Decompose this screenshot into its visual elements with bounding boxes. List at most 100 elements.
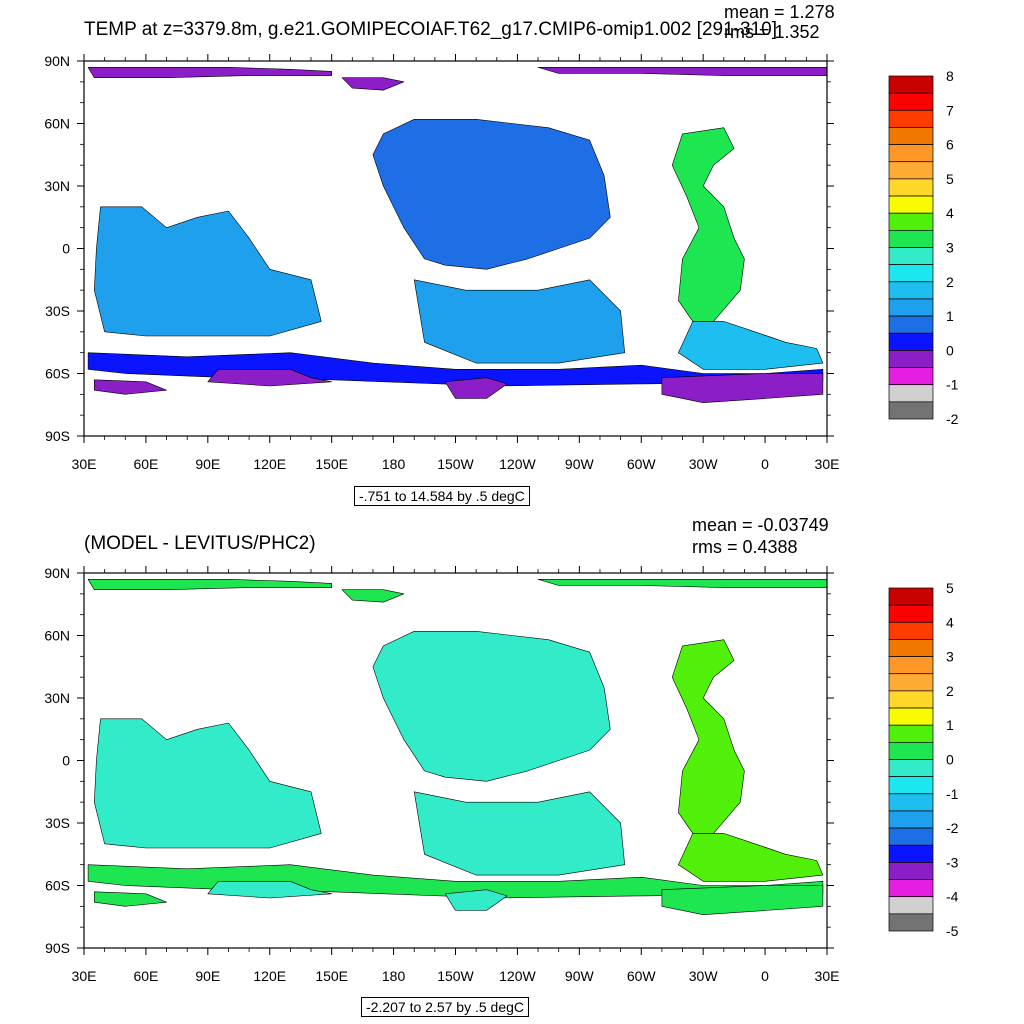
colorbar-label: 6 xyxy=(946,137,954,153)
colorbar-cell xyxy=(888,109,934,128)
colorbar-cell xyxy=(888,384,934,403)
x-tick-label: 30E xyxy=(72,456,97,472)
colorbar-label: 2 xyxy=(946,274,954,290)
colorbar-label: 1 xyxy=(946,717,954,733)
y-tick-label: 60S xyxy=(45,878,70,894)
colorbar-label: 2 xyxy=(946,683,954,699)
region-arctic-top xyxy=(537,67,828,76)
colorbar-label: -1 xyxy=(946,377,959,393)
colorbar-label: -1 xyxy=(946,786,959,802)
region-weddell-sea xyxy=(94,379,167,395)
colorbar-cell xyxy=(888,350,934,368)
colorbar-cell xyxy=(888,587,934,606)
colorbar-label: 5 xyxy=(946,580,954,596)
y-tick-label: 30N xyxy=(44,690,70,706)
region-ross-sea xyxy=(444,377,508,399)
region-north-pacific xyxy=(372,631,611,782)
colorbar-label: 0 xyxy=(946,342,954,358)
colorbar-label: 7 xyxy=(946,102,954,118)
colorbar-cell xyxy=(888,161,934,180)
colorbar-label: 3 xyxy=(946,240,954,256)
colorbar-cell xyxy=(888,759,934,777)
colorbar-cell xyxy=(888,862,934,880)
region-weddell-sea xyxy=(94,891,167,907)
region-south-atlantic xyxy=(678,833,824,882)
region-arctic-top xyxy=(87,67,333,78)
x-tick-label: 180 xyxy=(382,456,406,472)
colorbar-cell xyxy=(888,896,934,915)
colorbar-cell xyxy=(888,879,934,898)
region-south-pacific xyxy=(413,279,626,364)
colorbar-cell xyxy=(888,810,934,829)
colorbar-cell xyxy=(888,673,934,692)
x-tick-label: 30E xyxy=(815,968,840,984)
colorbar-cell xyxy=(888,401,934,420)
y-tick-label: 60N xyxy=(44,628,70,644)
x-tick-label: 30E xyxy=(72,968,97,984)
x-tick-label: 90E xyxy=(195,968,220,984)
region-north-pacific xyxy=(372,119,611,270)
region-north-atlantic xyxy=(671,127,745,322)
colorbar-label: -2 xyxy=(946,820,959,836)
x-tick-label: 90W xyxy=(565,456,595,472)
colorbar-label: -3 xyxy=(946,854,959,870)
y-tick-label: 30N xyxy=(44,178,70,194)
colorbar-label: 3 xyxy=(946,649,954,665)
x-tick-label: 0 xyxy=(761,456,769,472)
region-south-pacific xyxy=(413,791,626,876)
colorbar-cell xyxy=(888,656,934,675)
x-tick-label: 120E xyxy=(253,456,286,472)
x-tick-label: 60E xyxy=(133,456,158,472)
x-tick-label: 150E xyxy=(315,968,348,984)
y-tick-label: 60S xyxy=(45,366,70,382)
region-weddell-sea xyxy=(661,885,824,916)
colorbar-cell xyxy=(888,315,934,334)
colorbar-cell xyxy=(888,264,934,283)
region-indian-ocean xyxy=(94,718,322,849)
panel2-title: (MODEL - LEVITUS/PHC2) xyxy=(84,533,316,554)
colorbar-cell xyxy=(888,212,934,231)
colorbar-cell xyxy=(888,281,934,300)
colorbar-cell xyxy=(888,844,934,863)
x-tick-label: 120W xyxy=(499,968,536,984)
region-arctic-top xyxy=(341,77,405,91)
x-tick-label: 120W xyxy=(499,456,536,472)
colorbar-cell xyxy=(888,144,934,163)
region-arctic-top xyxy=(341,589,405,603)
colorbar-cell xyxy=(888,742,934,760)
colorbar-label: 1 xyxy=(946,308,954,324)
panel1-mean: mean = 1.278 xyxy=(724,2,835,22)
region-ross-sea xyxy=(207,368,333,387)
colorbar-cell xyxy=(888,724,934,743)
colorbar-cell xyxy=(888,92,934,111)
x-tick-label: 60E xyxy=(133,968,158,984)
colorbar-cell xyxy=(888,298,934,317)
y-tick-label: 90N xyxy=(44,53,70,69)
panel1-range-label: -.751 to 14.584 by .5 degC xyxy=(354,486,530,506)
x-tick-label: 150W xyxy=(437,456,474,472)
colorbar-cell xyxy=(888,776,934,795)
region-north-atlantic xyxy=(671,639,745,834)
x-tick-label: 60W xyxy=(627,456,657,472)
colorbar-cell xyxy=(888,178,934,197)
colorbar-cell xyxy=(888,621,934,640)
y-tick-label: 90S xyxy=(45,428,70,444)
colorbar-cell xyxy=(888,367,934,386)
colorbar-cell xyxy=(888,230,934,248)
panel1-rms: rms = 1.352 xyxy=(724,22,820,42)
x-tick-label: 180 xyxy=(382,968,406,984)
colorbar-cell xyxy=(888,690,934,709)
region-ross-sea xyxy=(444,889,508,911)
colorbar-label: 4 xyxy=(946,614,954,630)
panel2-mean: mean = -0.03749 xyxy=(692,515,829,535)
y-tick-label: 0 xyxy=(62,241,70,257)
colorbar-label: 0 xyxy=(946,752,954,768)
colorbar-cell xyxy=(888,913,934,932)
region-arctic-top xyxy=(537,579,828,588)
colorbar-label: -2 xyxy=(946,411,959,427)
colorbar-cell xyxy=(888,195,934,214)
x-tick-label: 30W xyxy=(689,456,719,472)
x-tick-label: 0 xyxy=(761,968,769,984)
